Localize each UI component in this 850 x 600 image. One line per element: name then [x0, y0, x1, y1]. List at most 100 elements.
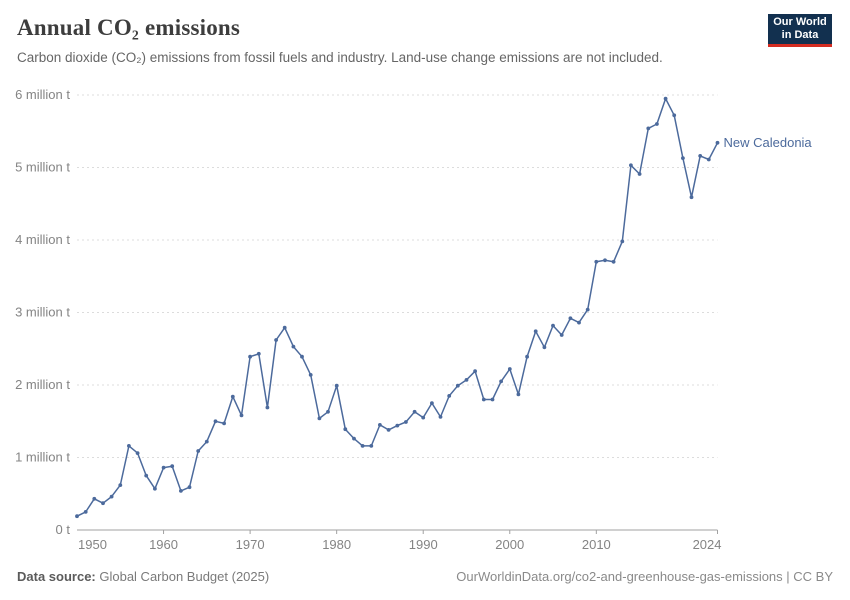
- data-point[interactable]: [611, 259, 616, 264]
- x-axis-tick-label: 1980: [322, 537, 351, 552]
- data-point[interactable]: [672, 113, 677, 118]
- data-point[interactable]: [551, 323, 555, 328]
- data-point[interactable]: [179, 489, 183, 493]
- data-point[interactable]: [187, 485, 192, 490]
- data-point[interactable]: [248, 354, 253, 359]
- y-axis-tick-label: 2 million t: [15, 377, 70, 392]
- data-point[interactable]: [378, 423, 382, 427]
- data-source-label: Data source:: [17, 569, 96, 584]
- data-point[interactable]: [689, 195, 694, 200]
- x-axis-tick-label: 1960: [149, 537, 178, 552]
- data-point[interactable]: [282, 325, 287, 330]
- data-point[interactable]: [326, 409, 330, 414]
- data-point[interactable]: [239, 413, 244, 418]
- y-axis-tick-label: 1 million t: [15, 450, 70, 465]
- data-point[interactable]: [499, 379, 503, 384]
- data-point[interactable]: [334, 383, 339, 388]
- data-point[interactable]: [559, 333, 564, 337]
- data-point[interactable]: [568, 316, 573, 321]
- data-point[interactable]: [629, 163, 633, 168]
- data-point[interactable]: [533, 329, 538, 334]
- data-point[interactable]: [360, 444, 365, 448]
- data-point[interactable]: [655, 122, 659, 126]
- data-source-note: Data source: Global Carbon Budget (2025): [17, 569, 269, 584]
- data-point[interactable]: [464, 378, 469, 382]
- data-point[interactable]: [369, 444, 374, 448]
- data-point[interactable]: [256, 351, 261, 356]
- x-axis-tick-label: 1950: [78, 537, 107, 552]
- data-point[interactable]: [109, 494, 114, 499]
- data-point[interactable]: [473, 369, 477, 374]
- data-point[interactable]: [118, 483, 123, 487]
- data-point[interactable]: [663, 96, 668, 101]
- x-axis-tick-label: 2010: [582, 537, 611, 552]
- data-point[interactable]: [213, 419, 218, 424]
- entity-label[interactable]: New Caledonia: [724, 135, 813, 150]
- data-point[interactable]: [706, 157, 711, 162]
- data-point[interactable]: [577, 320, 581, 325]
- data-point[interactable]: [170, 464, 175, 469]
- data-point[interactable]: [317, 416, 322, 421]
- data-point[interactable]: [230, 394, 235, 399]
- data-point[interactable]: [126, 444, 131, 448]
- data-point[interactable]: [300, 354, 304, 359]
- y-axis-tick-label: 5 million t: [15, 160, 70, 175]
- data-point[interactable]: [265, 405, 270, 410]
- data-point[interactable]: [542, 345, 547, 350]
- data-point[interactable]: [135, 451, 140, 455]
- data-point[interactable]: [291, 344, 296, 349]
- data-point[interactable]: [161, 465, 166, 470]
- y-axis-tick-label: 6 million t: [15, 87, 70, 102]
- x-axis-tick-label: 2000: [495, 537, 524, 552]
- data-point[interactable]: [204, 439, 209, 444]
- data-point[interactable]: [698, 154, 703, 158]
- owid-logo[interactable]: Our World in Data: [768, 14, 832, 47]
- data-point[interactable]: [715, 140, 720, 145]
- data-point[interactable]: [92, 496, 97, 501]
- x-axis-tick-label: 1970: [236, 537, 265, 552]
- chart-subtitle: Carbon dioxide (CO₂) emissions from foss…: [17, 50, 663, 65]
- data-point[interactable]: [386, 428, 391, 432]
- data-point[interactable]: [144, 473, 149, 478]
- data-point[interactable]: [603, 258, 607, 263]
- chart-title: Annual CO₂ emissions: [17, 15, 241, 40]
- data-point[interactable]: [308, 373, 313, 377]
- y-axis-tick-label: 3 million t: [15, 305, 70, 320]
- data-point[interactable]: [455, 383, 460, 388]
- data-point[interactable]: [481, 397, 486, 402]
- data-point[interactable]: [525, 354, 529, 359]
- data-point[interactable]: [412, 409, 417, 414]
- data-point[interactable]: [507, 367, 512, 371]
- emissions-line[interactable]: [76, 97, 719, 517]
- y-axis-tick-label: 0 t: [56, 522, 71, 537]
- data-point[interactable]: [153, 486, 157, 491]
- data-point[interactable]: [594, 259, 599, 264]
- data-point[interactable]: [352, 436, 356, 441]
- data-point[interactable]: [637, 172, 642, 176]
- data-point[interactable]: [681, 156, 685, 161]
- data-point[interactable]: [646, 126, 651, 131]
- citation-link[interactable]: OurWorldinData.org/co2-and-greenhouse-ga…: [456, 569, 833, 584]
- data-point[interactable]: [490, 397, 495, 402]
- data-point[interactable]: [101, 501, 105, 506]
- data-point[interactable]: [274, 338, 278, 342]
- data-point[interactable]: [421, 415, 426, 420]
- data-point[interactable]: [585, 307, 590, 312]
- data-point[interactable]: [620, 239, 625, 244]
- data-source-value: Global Carbon Budget (2025): [95, 569, 270, 584]
- owid-logo-line1: Our World: [773, 16, 827, 28]
- x-axis-tick-label: 2024: [693, 537, 722, 552]
- data-point[interactable]: [75, 514, 79, 519]
- data-point[interactable]: [430, 401, 434, 405]
- data-point[interactable]: [196, 449, 201, 453]
- data-point[interactable]: [343, 427, 348, 432]
- data-point[interactable]: [516, 392, 521, 397]
- data-point[interactable]: [447, 394, 452, 398]
- data-point[interactable]: [404, 420, 408, 424]
- data-point[interactable]: [222, 421, 227, 426]
- data-point[interactable]: [438, 415, 443, 419]
- data-point[interactable]: [395, 423, 400, 428]
- data-point[interactable]: [83, 510, 88, 514]
